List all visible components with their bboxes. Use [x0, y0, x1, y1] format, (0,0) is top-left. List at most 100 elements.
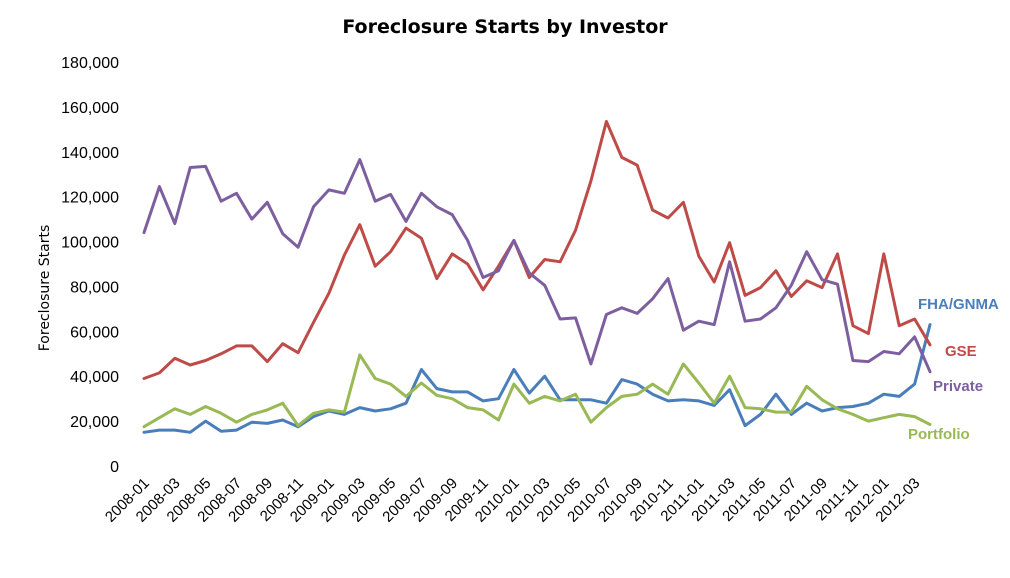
data-point — [852, 406, 854, 407]
data-point — [451, 391, 453, 393]
data-point — [189, 413, 191, 415]
data-point — [236, 345, 237, 347]
data-point — [790, 413, 792, 415]
data-point — [498, 398, 499, 400]
data-point — [513, 239, 515, 241]
data-point — [482, 277, 484, 278]
y-tick-label: 140,000 — [61, 145, 119, 162]
data-point — [343, 413, 345, 415]
data-point — [205, 165, 207, 167]
data-point — [898, 413, 900, 415]
data-point — [405, 220, 407, 222]
data-point — [837, 283, 838, 285]
data-point — [775, 393, 777, 395]
data-point — [914, 318, 916, 320]
data-point — [636, 312, 638, 314]
data-point — [528, 277, 530, 278]
data-point — [158, 372, 160, 374]
data-point — [436, 388, 438, 390]
y-tick-label: 160,000 — [61, 100, 119, 117]
data-point — [313, 412, 314, 414]
data-point — [667, 217, 669, 219]
data-point — [436, 278, 438, 280]
data-point — [513, 383, 515, 385]
data-point — [821, 279, 823, 281]
data-point — [559, 400, 561, 402]
data-point — [652, 393, 654, 395]
data-point — [929, 344, 931, 346]
data-point — [467, 263, 469, 265]
data-point — [806, 251, 808, 253]
y-tick-label: 20,000 — [70, 414, 119, 431]
data-point — [806, 385, 808, 387]
data-point — [775, 411, 777, 413]
data-point — [821, 410, 823, 412]
data-point — [698, 400, 700, 402]
data-point — [605, 402, 607, 404]
data-point — [590, 421, 592, 423]
data-point — [852, 413, 854, 415]
data-point — [420, 192, 422, 194]
data-point — [220, 353, 222, 355]
data-point — [821, 399, 823, 401]
data-point — [405, 402, 407, 404]
data-point — [652, 383, 654, 385]
data-point — [143, 431, 145, 433]
data-point — [236, 421, 237, 423]
data-point — [744, 320, 746, 322]
data-point — [760, 413, 761, 415]
data-point — [760, 287, 761, 289]
y-tick-label: 0 — [110, 459, 119, 476]
data-point — [143, 426, 145, 428]
y-tick-label: 60,000 — [70, 324, 119, 341]
data-point — [374, 410, 376, 412]
data-point — [914, 383, 916, 385]
x-axis-ticks: 2008-012008-032008-052008-072008-092008-… — [102, 475, 924, 526]
data-point — [775, 270, 777, 272]
data-point — [575, 229, 576, 231]
data-point — [929, 424, 931, 425]
data-point — [729, 389, 731, 391]
data-point — [359, 407, 361, 409]
data-point — [867, 420, 869, 422]
data-point — [282, 402, 284, 404]
data-point — [914, 336, 916, 338]
data-point — [867, 333, 869, 335]
data-point — [251, 421, 253, 423]
data-point — [790, 284, 792, 286]
data-point — [682, 399, 684, 401]
data-point — [667, 393, 669, 395]
data-point — [528, 392, 530, 394]
data-point — [621, 156, 623, 158]
data-point — [251, 218, 253, 220]
data-point — [713, 324, 715, 326]
data-point — [544, 284, 546, 286]
data-point — [467, 391, 469, 393]
data-point — [636, 164, 638, 166]
data-point — [205, 360, 207, 361]
data-point — [883, 253, 885, 255]
data-point — [297, 352, 299, 354]
data-point — [898, 395, 900, 397]
series-label: Portfolio — [908, 426, 970, 443]
data-point — [390, 383, 392, 385]
data-point — [605, 314, 607, 315]
data-point — [559, 318, 561, 320]
data-point — [451, 214, 453, 216]
data-point — [621, 307, 623, 309]
data-point — [174, 357, 176, 359]
y-tick-label: 120,000 — [61, 190, 119, 207]
data-point — [266, 361, 268, 363]
data-point — [220, 200, 222, 202]
data-point — [482, 409, 484, 411]
series-labels: FHA/GNMA GSE Private Portfolio — [908, 296, 999, 443]
data-point — [266, 409, 268, 411]
y-axis-ticks: 0 20,000 40,000 60,000 80,000 100,000 120,000 1… — [61, 55, 119, 476]
data-point — [590, 363, 592, 365]
data-point — [313, 321, 314, 323]
data-point — [559, 261, 561, 263]
data-point — [575, 399, 576, 401]
data-point — [328, 409, 330, 411]
data-point — [220, 430, 222, 432]
